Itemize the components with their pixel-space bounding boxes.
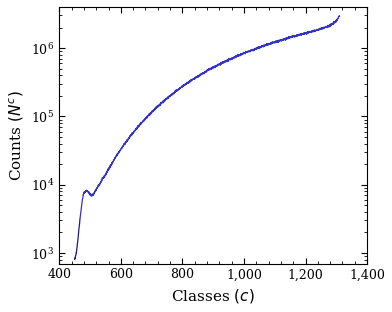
Y-axis label: Counts $(N^c)$: Counts $(N^c)$ (7, 90, 25, 181)
X-axis label: Classes $(c)$: Classes $(c)$ (171, 287, 255, 305)
